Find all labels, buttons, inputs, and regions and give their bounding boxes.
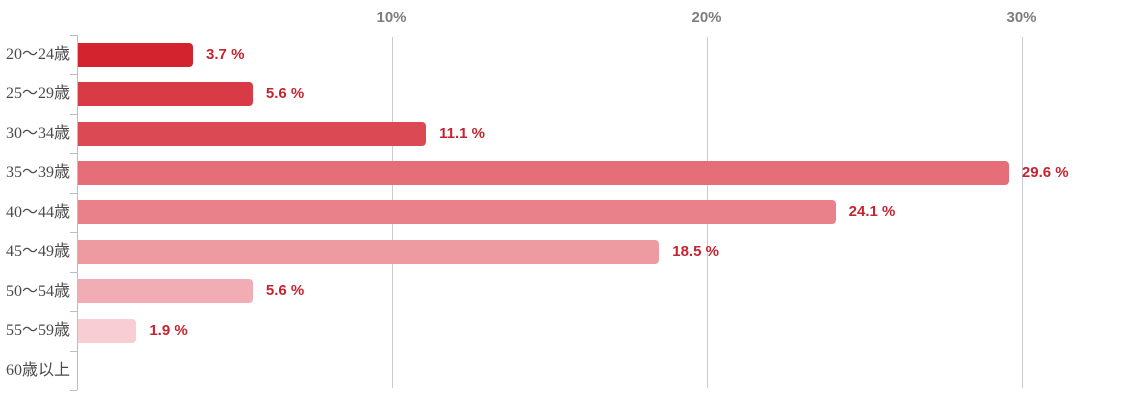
bar bbox=[78, 279, 253, 304]
category-label: 45〜49歳 bbox=[5, 243, 70, 261]
bar bbox=[78, 82, 253, 107]
category-label: 30〜34歳 bbox=[5, 124, 70, 142]
value-label: 5.6 % bbox=[265, 282, 305, 300]
value-label: 1.9 % bbox=[149, 321, 188, 339]
value-label: 18.5 % bbox=[672, 242, 719, 260]
y-axis-tick bbox=[69, 192, 77, 194]
bar bbox=[78, 161, 1009, 186]
x-axis-tick-label: 30% bbox=[1006, 9, 1037, 26]
x-axis-tick-label: 10% bbox=[376, 9, 407, 26]
value-label: 11.1 % bbox=[439, 124, 486, 142]
bar bbox=[78, 121, 427, 146]
y-axis-tick bbox=[69, 232, 77, 234]
y-axis-tick bbox=[69, 35, 77, 36]
bar bbox=[78, 239, 660, 264]
y-axis-tick bbox=[69, 74, 77, 76]
x-axis-tick-label: 20% bbox=[691, 9, 722, 26]
y-axis-tick bbox=[69, 153, 77, 155]
bar bbox=[78, 318, 137, 343]
y-axis-line bbox=[76, 35, 78, 390]
y-axis-tick bbox=[69, 350, 77, 352]
bar bbox=[78, 42, 194, 67]
y-axis-tick bbox=[69, 311, 77, 313]
category-label: 20〜24歳 bbox=[5, 46, 70, 63]
y-axis-tick bbox=[69, 113, 77, 115]
category-label: 35〜39歳 bbox=[5, 164, 70, 182]
category-label: 25〜29歳 bbox=[5, 85, 70, 103]
value-label: 5.6 % bbox=[265, 85, 305, 103]
value-label: 3.7 % bbox=[206, 45, 245, 63]
y-axis-tick bbox=[69, 389, 77, 391]
category-label: 60歳以上 bbox=[5, 361, 70, 379]
value-label: 24.1 % bbox=[848, 203, 896, 221]
value-label: 29.6 % bbox=[1021, 164, 1069, 182]
gridline bbox=[1021, 37, 1023, 388]
category-label: 50〜54歳 bbox=[5, 282, 70, 300]
bar bbox=[78, 200, 836, 225]
category-label: 55〜59歳 bbox=[5, 322, 70, 340]
category-label: 40〜44歳 bbox=[5, 203, 70, 221]
y-axis-tick bbox=[69, 271, 77, 273]
